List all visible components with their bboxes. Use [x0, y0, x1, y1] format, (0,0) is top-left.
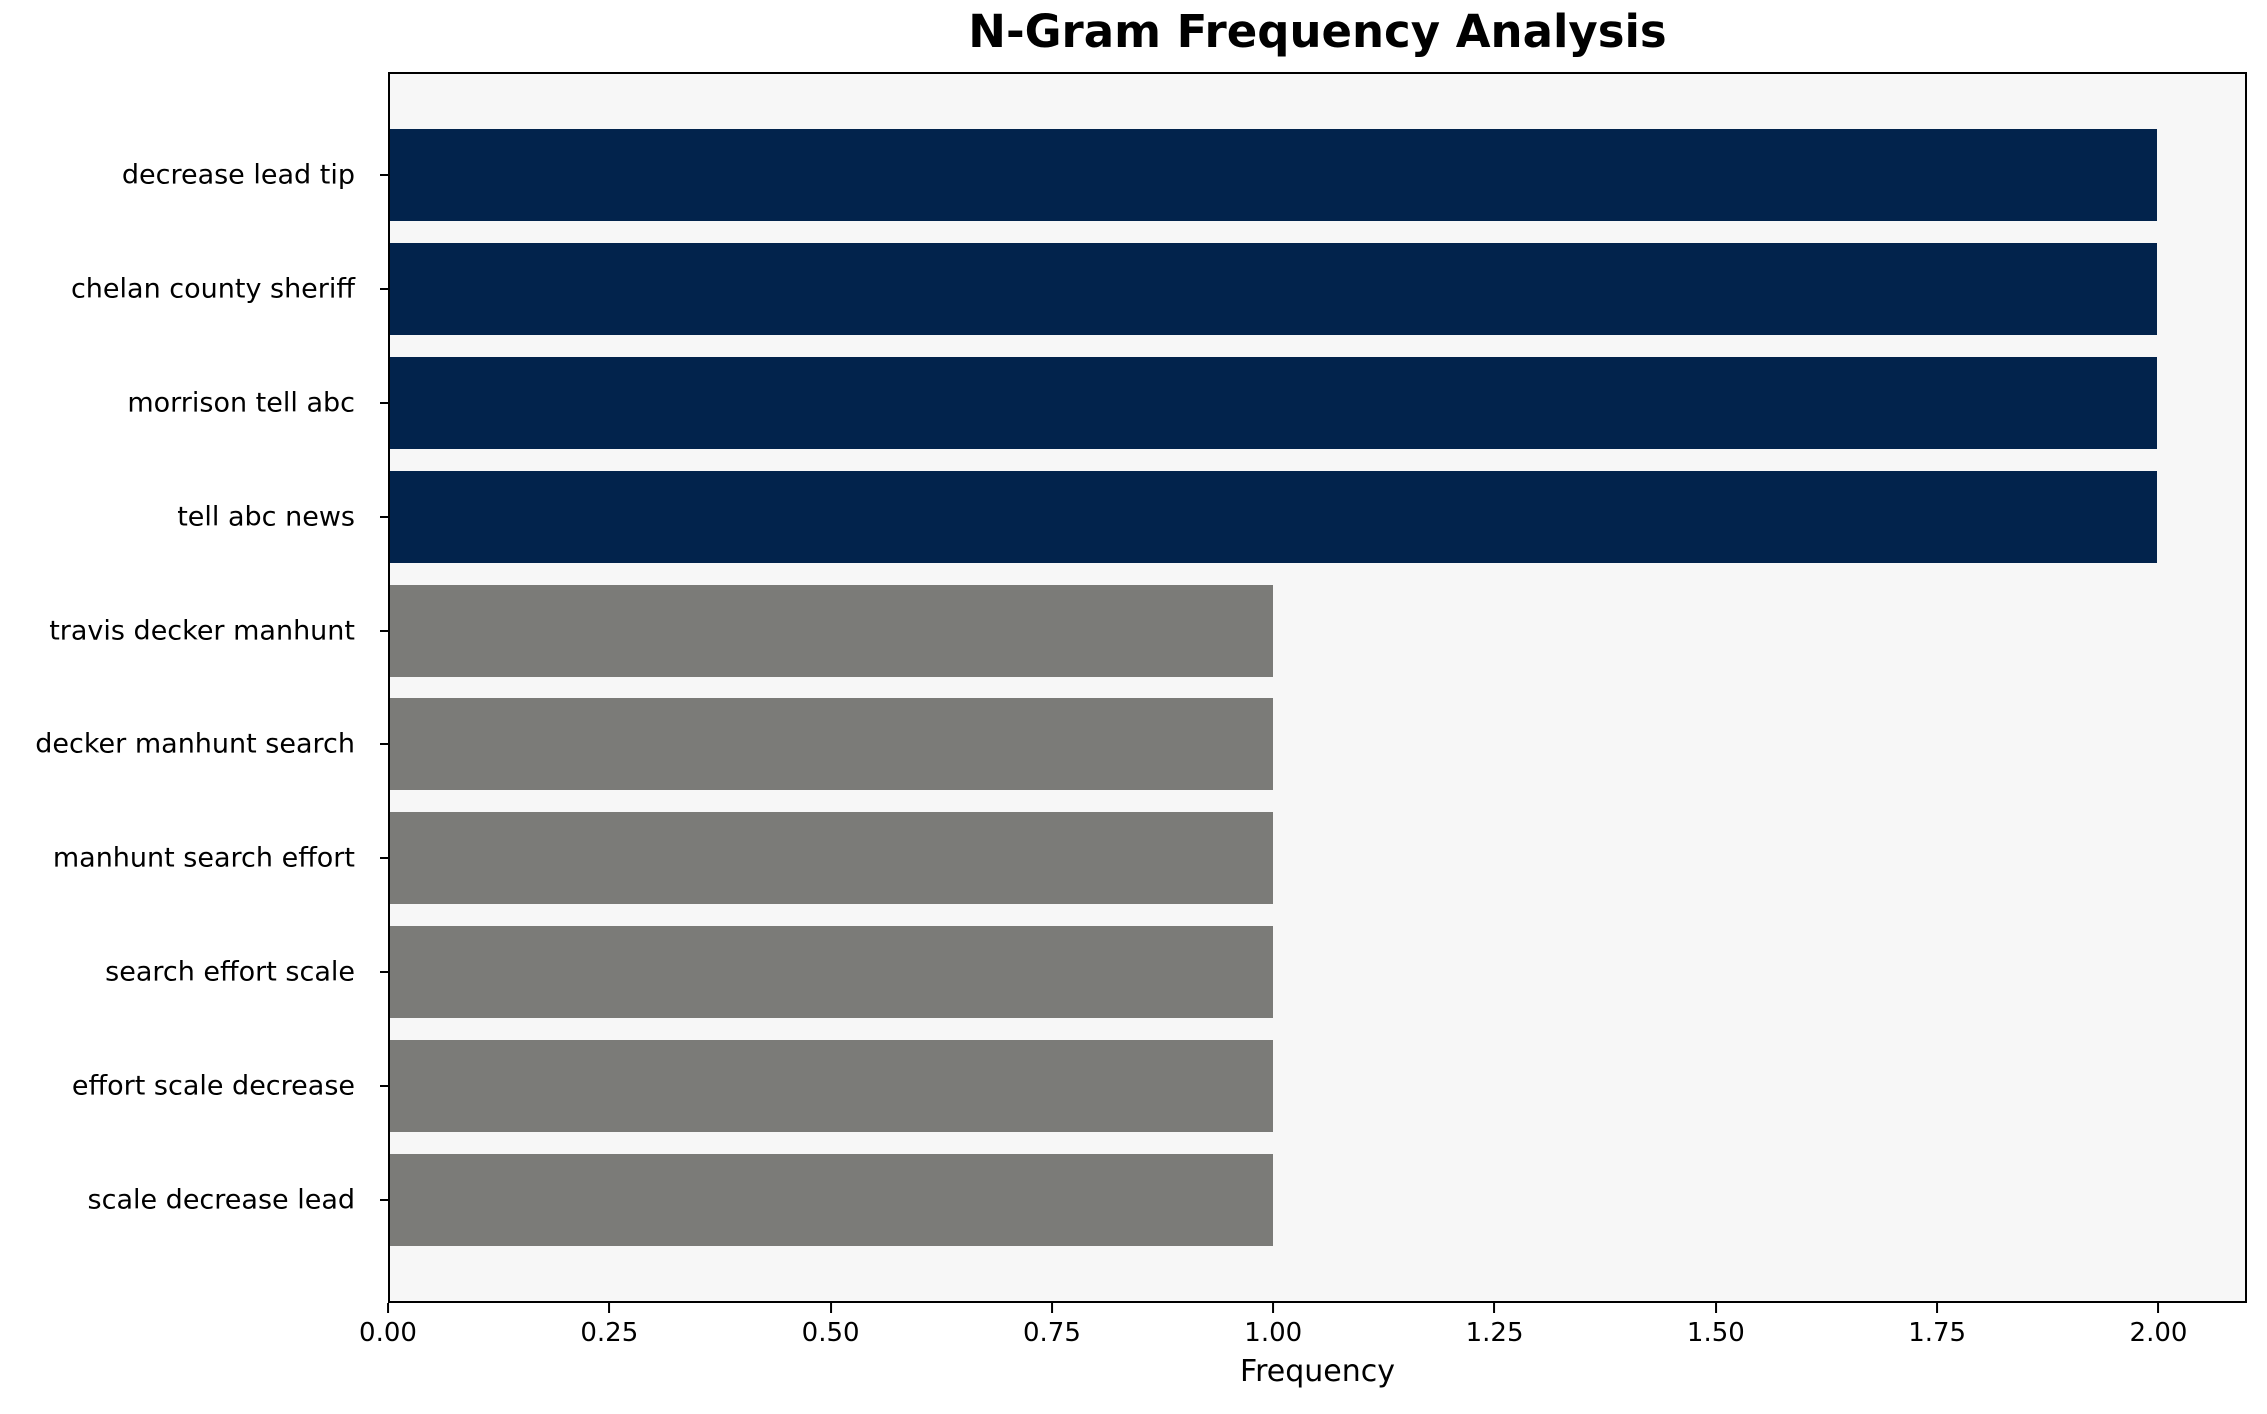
y-axis-tick-mark [380, 515, 390, 518]
y-axis-tick-label: chelan county sheriff [70, 273, 355, 305]
x-axis-tick-mark [1050, 1303, 1053, 1313]
y-axis-tick-mark [380, 287, 390, 290]
x-axis-label: Frequency [1240, 1354, 1395, 1389]
frequency-bar [390, 698, 1274, 791]
x-axis-tick: 1.50 [1687, 1303, 1745, 1348]
x-axis-tick-mark [1714, 1303, 1717, 1313]
y-axis-tick-label: effort scale decrease [71, 1070, 355, 1102]
x-axis-tick-mark [2157, 1303, 2160, 1313]
x-axis-tick-label: 0.25 [580, 1318, 639, 1348]
x-axis-tick: 0.25 [580, 1303, 638, 1348]
x-axis-tick-mark [1272, 1303, 1275, 1313]
x-axis-tick-label: 2.00 [2129, 1318, 2188, 1348]
y-axis-tick-mark [380, 1198, 390, 1201]
bar-row: decker manhunt search [35, 698, 2245, 791]
x-axis-tick-label: 0.00 [359, 1318, 417, 1348]
x-axis-tick: 1.75 [1908, 1303, 1966, 1348]
y-axis-tick-label: scale decrease lead [87, 1184, 355, 1216]
y-axis-tick-mark [380, 857, 390, 860]
frequency-bar [390, 242, 2157, 335]
y-axis-tick-mark [380, 401, 390, 404]
bar-row: search effort scale [105, 926, 2245, 1019]
y-axis-tick-label: morrison tell abc [127, 387, 355, 419]
frequency-bar [390, 470, 2157, 563]
bar-row: scale decrease lead [88, 1153, 2245, 1246]
bar-row: decrease lead tip [122, 129, 2245, 221]
bar-rows-container: decrease lead tip chelan county sheriff … [35, 74, 2245, 1301]
x-axis-tick: 0.00 [359, 1303, 417, 1348]
bar-row: effort scale decrease [72, 1040, 2245, 1132]
x-axis-tick: 0.50 [802, 1303, 860, 1348]
y-axis-tick-mark [380, 174, 390, 176]
plot-area: decrease lead tip chelan county sheriff … [35, 72, 2247, 1303]
bar-row: tell abc news [177, 470, 2245, 563]
y-axis-tick-mark [380, 743, 390, 746]
x-axis-tick-label: 1.00 [1244, 1318, 1303, 1348]
y-axis-tick-mark [380, 1085, 390, 1087]
y-axis-tick-label: travis decker manhunt [49, 615, 355, 646]
bar-row: morrison tell abc [127, 356, 2245, 449]
x-axis-tick-mark [386, 1303, 389, 1313]
x-axis-tick-mark [829, 1303, 832, 1313]
bar-row: manhunt search effort [53, 812, 2245, 905]
x-axis-tick: 1.25 [1465, 1303, 1524, 1348]
x-axis-tick-label: 0.50 [801, 1318, 860, 1348]
x-axis-tick-mark [1493, 1303, 1496, 1313]
y-axis-tick-mark [380, 629, 390, 632]
frequency-bar [390, 356, 2157, 449]
frequency-bar [390, 129, 2157, 221]
x-axis-tick-label: 1.50 [1686, 1318, 1745, 1348]
x-axis-tick: 0.75 [1023, 1303, 1081, 1348]
frequency-bar [390, 1153, 1274, 1246]
y-axis-tick-label: decker manhunt search [35, 728, 355, 760]
bar-row: travis decker manhunt [49, 584, 2245, 677]
x-axis-tick: 1.00 [1244, 1303, 1302, 1348]
frequency-bar [390, 1040, 1274, 1132]
x-axis-tick-label: 0.75 [1022, 1318, 1081, 1348]
chart-title: N-Gram Frequency Analysis [968, 5, 1667, 58]
x-axis-tick-label: 1.75 [1908, 1318, 1967, 1348]
y-axis-tick-label: manhunt search effort [52, 842, 355, 874]
x-axis-tick: 2.00 [2129, 1303, 2188, 1348]
y-axis-tick-label: search effort scale [105, 956, 355, 988]
bar-row: chelan county sheriff [71, 242, 2245, 335]
frequency-bar [390, 584, 1274, 677]
x-axis-tick-mark [608, 1303, 611, 1313]
y-axis-tick-mark [380, 971, 390, 974]
frequency-bar [390, 812, 1274, 905]
frequency-bar [390, 926, 1274, 1019]
x-axis-tick-mark [1936, 1303, 1939, 1313]
x-axis-tick-label: 1.25 [1465, 1318, 1524, 1348]
y-axis-tick-label: tell abc news [177, 501, 355, 533]
y-axis-tick-label: decrease lead tip [121, 159, 355, 191]
